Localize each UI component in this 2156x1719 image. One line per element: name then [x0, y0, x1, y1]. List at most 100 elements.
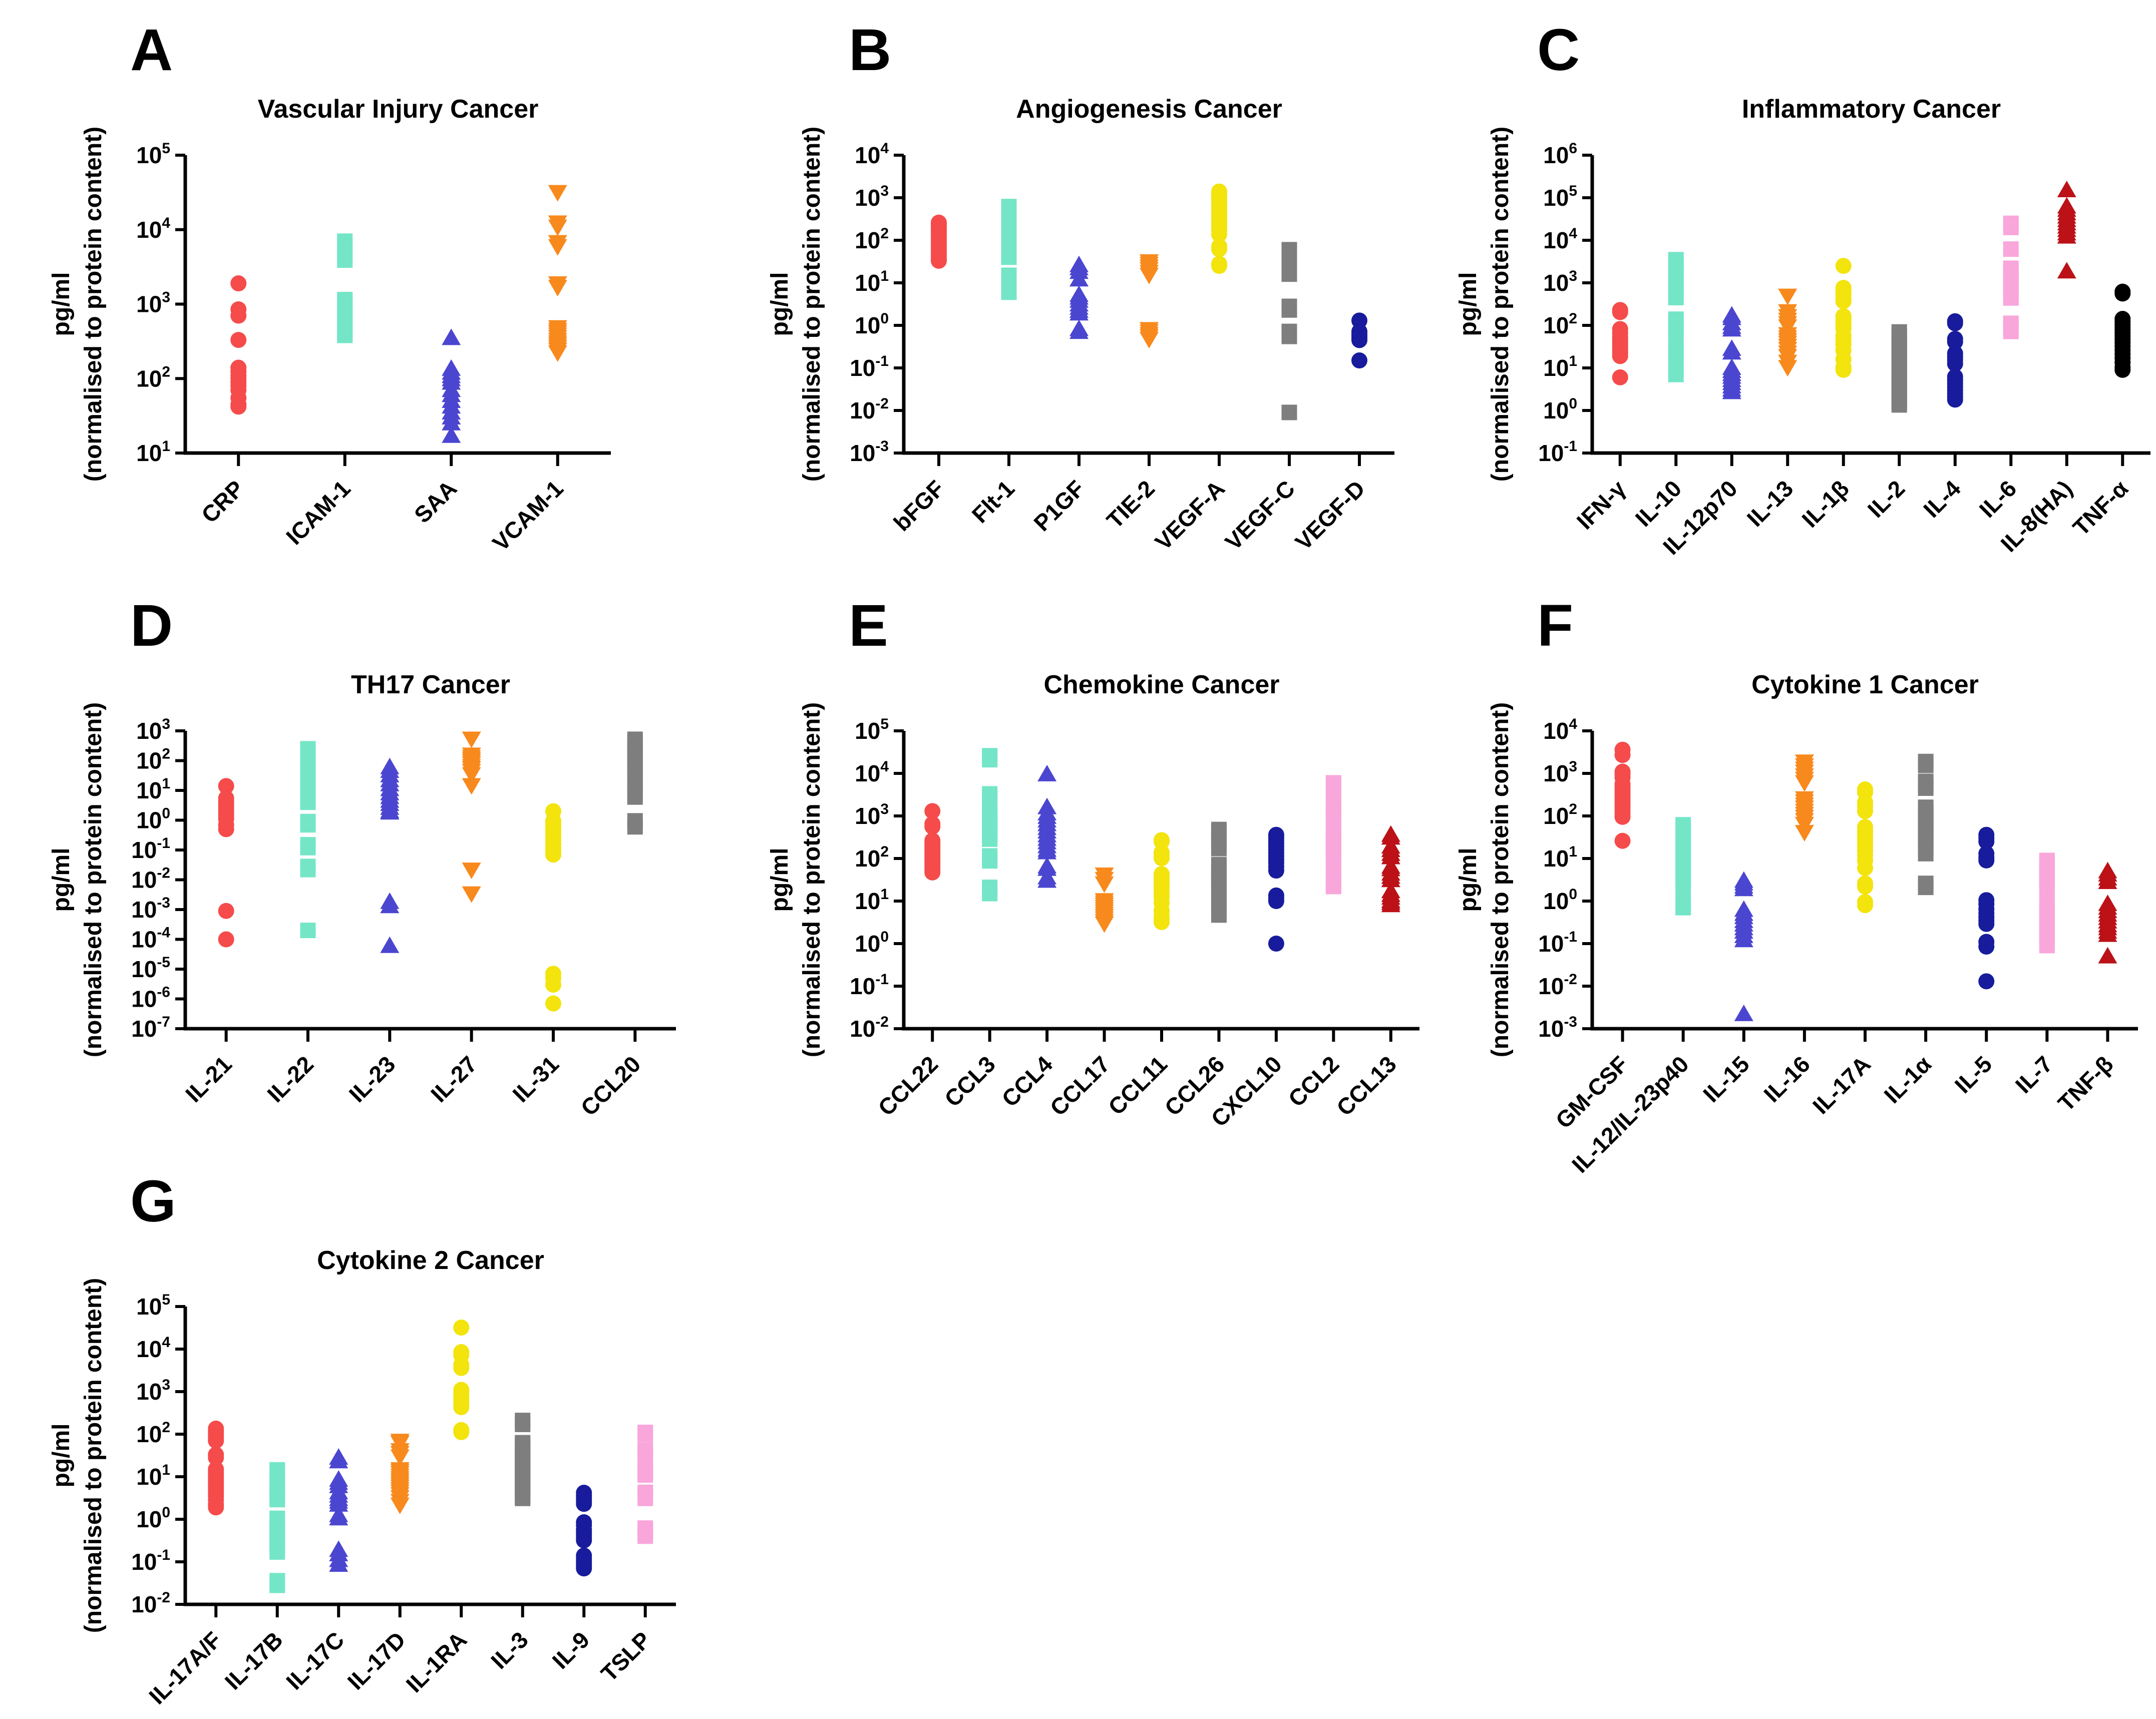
- data-point: [1069, 304, 1089, 321]
- data-point: [453, 1399, 470, 1416]
- x-category-label: bFGF: [888, 475, 949, 536]
- data-point: [545, 977, 561, 993]
- data-point: [1722, 382, 1741, 399]
- panel-letter: E: [849, 593, 888, 659]
- y-tick-label: 10-1: [1538, 929, 1577, 957]
- x-category-label: IL-31: [507, 1051, 564, 1107]
- data-point: [1675, 900, 1691, 916]
- data-point: [453, 1360, 470, 1376]
- series-TSLP: [637, 1424, 653, 1544]
- data-point: [1614, 808, 1631, 825]
- x-category-label: IL-3: [486, 1626, 533, 1674]
- data-point: [1037, 842, 1057, 860]
- data-point: [1001, 249, 1017, 265]
- series-GM-CSF: [1614, 741, 1631, 849]
- x-category-label: IFN-γ: [1572, 475, 1631, 534]
- data-point: [545, 846, 561, 863]
- x-category-label: VCAM-1: [487, 475, 568, 556]
- series-IL-10: [1668, 252, 1684, 382]
- y-tick-label: 100: [855, 929, 889, 957]
- series-bFGF: [931, 214, 947, 269]
- data-point: [1668, 289, 1684, 305]
- data-point: [1351, 352, 1367, 369]
- data-point: [1778, 360, 1798, 377]
- data-point: [1154, 914, 1170, 931]
- data-point: [1069, 322, 1089, 339]
- x-category-label: IL-17C: [281, 1626, 349, 1694]
- series-P1GF: [1069, 255, 1089, 339]
- data-point: [1095, 916, 1114, 933]
- data-point: [1891, 397, 1907, 413]
- data-point: [982, 886, 998, 902]
- data-point: [2039, 880, 2055, 896]
- data-point: [1140, 267, 1159, 284]
- data-point: [1918, 757, 1934, 773]
- series-CCL20: [627, 731, 643, 835]
- data-point: [1734, 1004, 1753, 1021]
- data-point: [637, 1528, 653, 1544]
- data-point: [637, 1426, 653, 1442]
- series-IL-22: [300, 741, 316, 939]
- data-point: [1978, 833, 1995, 850]
- data-point: [1037, 764, 1057, 781]
- data-point: [637, 1490, 653, 1506]
- series-CCL17: [1095, 868, 1114, 933]
- data-point: [2003, 323, 2019, 339]
- y-tick-label: 102: [1543, 801, 1577, 829]
- y-tick-label: 104: [855, 140, 889, 168]
- series-TNF-β: [2098, 862, 2117, 964]
- series-IL-4: [1947, 313, 1963, 408]
- series-Flt-1: [1001, 199, 1017, 300]
- data-point: [1268, 893, 1284, 909]
- x-category-label: IL-2: [1863, 475, 1910, 523]
- x-category-label: VEGF-A: [1150, 475, 1230, 555]
- data-point: [545, 995, 561, 1012]
- data-point: [1722, 343, 1741, 360]
- data-point: [1978, 852, 1995, 869]
- y-tick-label: 101: [136, 775, 170, 803]
- series-IL-2: [1891, 324, 1907, 413]
- panel-letter: C: [1537, 17, 1580, 83]
- panel-title: Chemokine Cancer: [1043, 670, 1279, 699]
- series-IL-12/IL-23p40: [1675, 817, 1691, 916]
- data-point: [269, 1577, 285, 1593]
- panel-C-chart: C Inflammatory Cancer pg/ml (normalised to …: [1455, 17, 2150, 560]
- data-point: [462, 886, 481, 903]
- data-point: [1978, 938, 1995, 955]
- series-VEGF-C: [1281, 242, 1297, 420]
- data-point: [1857, 897, 1873, 914]
- series-IL-17B: [269, 1462, 285, 1593]
- x-category-label: CCL17: [1045, 1051, 1115, 1121]
- series-IL-15: [1734, 871, 1753, 1021]
- y-tick-label: 103: [136, 289, 170, 317]
- data-point: [269, 1544, 285, 1560]
- data-point: [1668, 326, 1684, 342]
- data-point: [208, 1433, 224, 1449]
- data-point: [2098, 947, 2117, 964]
- data-point: [1381, 847, 1400, 865]
- data-point: [548, 185, 567, 202]
- data-point: [1734, 931, 1753, 948]
- y-tick-label: 103: [136, 1377, 170, 1405]
- series-CCL22: [924, 803, 941, 881]
- x-category-label: CCL11: [1103, 1051, 1172, 1120]
- panel-letter: G: [130, 1168, 176, 1234]
- x-category-label: IL-17A: [1808, 1051, 1876, 1119]
- y-tick-label: 103: [1543, 758, 1577, 786]
- y-tick-label: 103: [1543, 268, 1577, 296]
- data-point: [1978, 973, 1995, 990]
- data-point: [1211, 840, 1227, 856]
- data-point: [1268, 936, 1284, 952]
- data-point: [1281, 404, 1297, 420]
- data-point: [548, 239, 567, 256]
- y-tick-label: 10-2: [131, 865, 170, 893]
- data-point: [329, 1555, 348, 1572]
- panel-letter: F: [1537, 593, 1573, 659]
- data-point: [1947, 355, 1963, 372]
- y-tick-label: 100: [1543, 886, 1577, 914]
- y-tick-label: 105: [136, 1292, 170, 1320]
- data-point: [1612, 304, 1628, 320]
- data-point: [218, 903, 234, 919]
- y-tick-label: 10-4: [131, 925, 170, 953]
- panel-title: Cytokine 2 Cancer: [317, 1246, 544, 1275]
